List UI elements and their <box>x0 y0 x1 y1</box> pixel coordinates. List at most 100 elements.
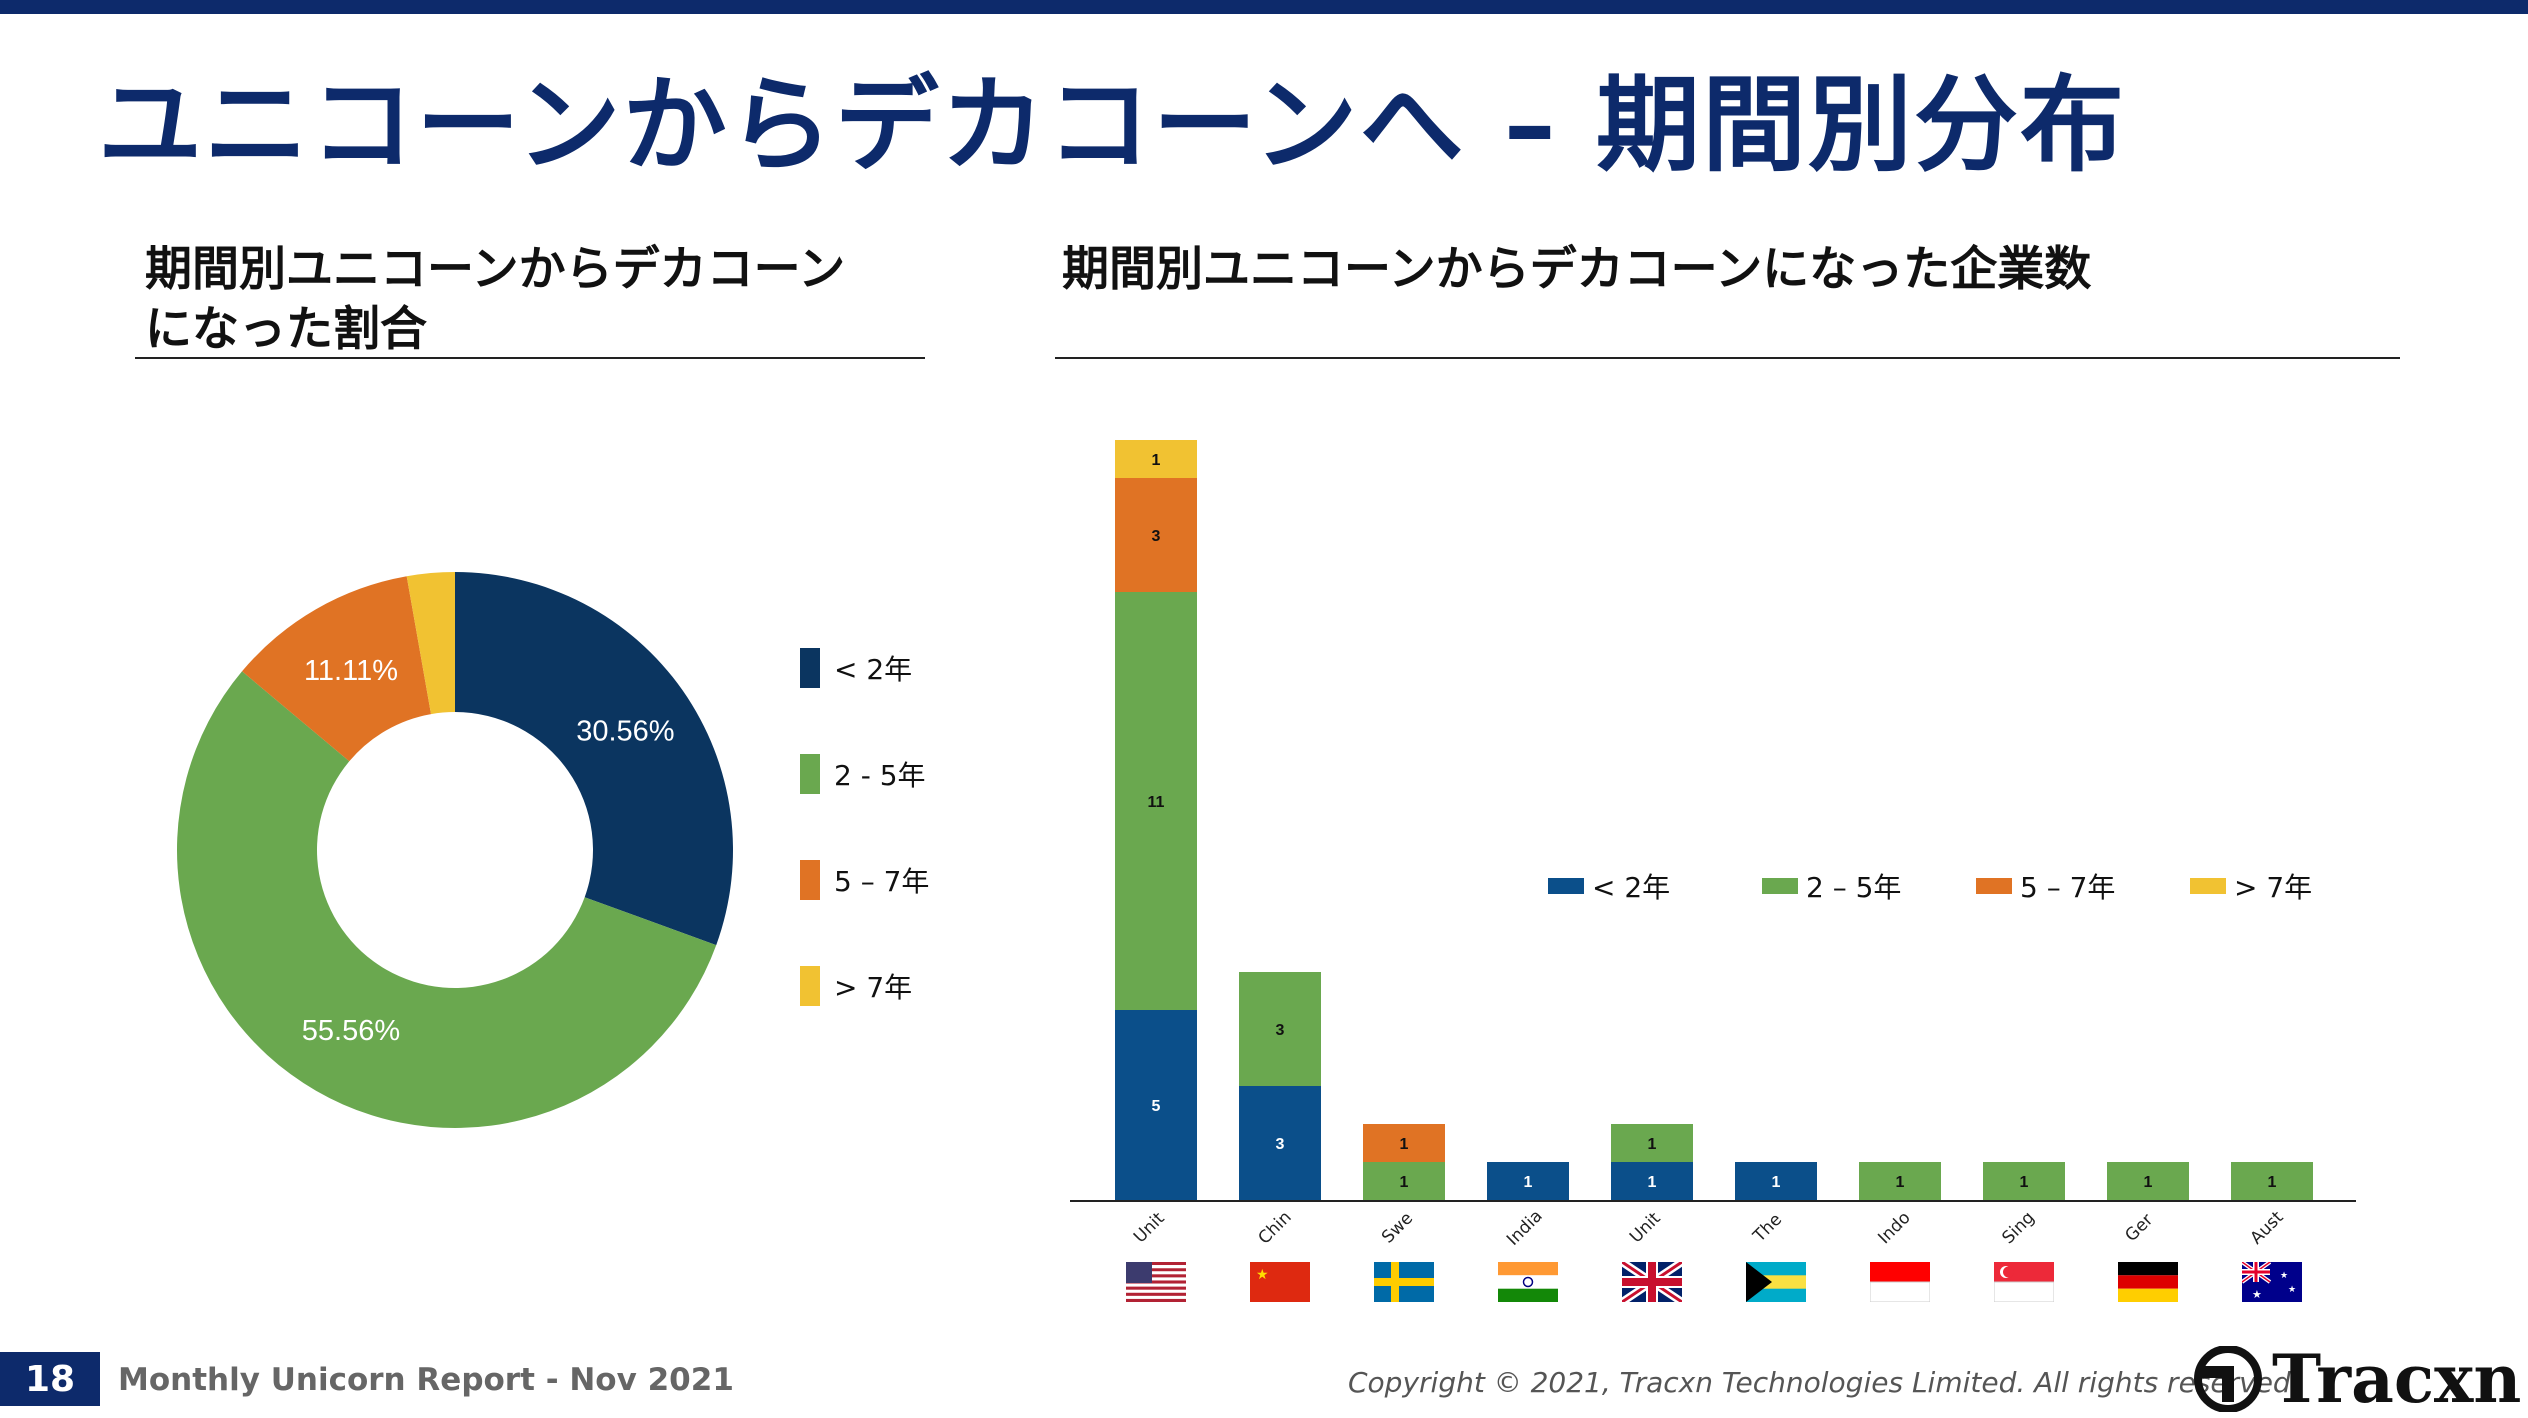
bar-segment <box>1115 440 1197 478</box>
bar-segment <box>1239 972 1321 1086</box>
bar-segment <box>2107 1162 2189 1200</box>
bar-chart-title: 期間別ユニコーンからデカコーンになった企業数 <box>1062 242 2092 297</box>
country-label: Unit <box>1129 1208 1169 1248</box>
legend-swatch <box>1762 878 1798 894</box>
legend-label: 2 – 5年 <box>1806 871 1902 904</box>
legend-label: 5 – 7年 <box>2020 871 2116 904</box>
page-number: 18 <box>0 1352 100 1406</box>
bar-legend-item: 5 – 7年 <box>1976 866 2115 906</box>
donut-slice <box>242 576 432 762</box>
donut-slice <box>455 572 733 946</box>
flag-gb-icon <box>1622 1262 1682 1302</box>
bar-segment <box>1115 1010 1197 1200</box>
pie-title-rule <box>135 357 925 359</box>
bar-data-label: 1 <box>1400 1174 1409 1191</box>
donut-data-label: 11.11% <box>304 655 398 687</box>
page-title: ユニコーンからデカコーンへ – 期間別分布 <box>98 64 2127 186</box>
bar-data-label: 1 <box>1400 1136 1409 1153</box>
legend-swatch <box>1548 878 1584 894</box>
flag-se-icon <box>1374 1262 1434 1302</box>
legend-label: 5 – 7年 <box>834 865 930 898</box>
svg-text:★: ★ <box>2288 1285 2296 1295</box>
bar-segment <box>1115 592 1197 1010</box>
tracxn-logo: Tracxn <box>2190 1340 2521 1418</box>
legend-label: > 7年 <box>2234 871 2313 904</box>
flag-de-icon <box>2118 1262 2178 1302</box>
country-label: Aust <box>2246 1207 2288 1249</box>
bar-segment <box>1363 1162 1445 1200</box>
bar-data-label: 3 <box>1276 1136 1285 1153</box>
country-label: Chin <box>1254 1207 1296 1249</box>
bar-data-label: 1 <box>2268 1174 2277 1191</box>
country-label: Indo <box>1874 1207 1915 1249</box>
bar-legend-item: < 2年 <box>1548 866 1670 906</box>
legend-label: < 2年 <box>834 653 913 686</box>
flag-sg-icon <box>1994 1262 2054 1302</box>
country-label: Unit <box>1625 1208 1665 1248</box>
bar-data-label: 3 <box>1152 528 1161 545</box>
bar-data-label: 1 <box>1648 1174 1657 1191</box>
flag-cn-icon: ★ <box>1250 1262 1310 1302</box>
bar-segment <box>1363 1124 1445 1162</box>
pie-chart-title: 期間別ユニコーンからデカコーン になった割合 <box>145 242 846 357</box>
legend-label: < 2年 <box>1592 871 1671 904</box>
bar-segment <box>1115 478 1197 592</box>
bar-data-label: 5 <box>1152 1098 1161 1115</box>
country-label: Sing <box>1998 1207 2039 1249</box>
legend-swatch <box>800 648 820 688</box>
legend-swatch <box>800 754 820 794</box>
svg-text:★: ★ <box>2280 1271 2288 1281</box>
legend-swatch <box>2190 878 2226 894</box>
legend-swatch <box>800 966 820 1006</box>
bar-segment <box>1611 1162 1693 1200</box>
flag-id-icon <box>1870 1262 1930 1302</box>
pie-legend-item: > 7年 <box>800 966 912 1006</box>
country-label: The <box>1749 1209 1787 1247</box>
svg-text:★: ★ <box>2252 1288 2262 1301</box>
bar-data-label: 3 <box>1276 1022 1285 1039</box>
bar-segment <box>1735 1162 1817 1200</box>
legend-label: 2 - 5年 <box>834 759 926 792</box>
country-label: India <box>1503 1206 1547 1250</box>
bar-title-rule <box>1055 357 2400 359</box>
bar-segment <box>1983 1162 2065 1200</box>
flag-bs-icon <box>1746 1262 1806 1302</box>
bar-legend-item: 2 – 5年 <box>1762 866 1901 906</box>
legend-label: > 7年 <box>834 971 913 1004</box>
bar-segment <box>2231 1162 2313 1200</box>
bar-data-label: 1 <box>1524 1174 1533 1191</box>
donut-data-label: 55.56% <box>302 1015 400 1047</box>
donut-data-label: 30.56% <box>576 716 674 748</box>
copyright: Copyright © 2021, Tracxn Technologies Li… <box>1348 1366 2300 1399</box>
pie-legend-item: < 2年 <box>800 648 912 688</box>
flag-in-icon <box>1498 1262 1558 1302</box>
bar-data-label: 1 <box>2020 1174 2029 1191</box>
country-label: Swe <box>1378 1208 1418 1248</box>
donut-chart: 30.56% 55.56% 11.11% <box>177 572 733 1128</box>
legend-swatch <box>800 860 820 900</box>
donut-slice <box>406 572 455 715</box>
bar-data-label: 1 <box>2144 1174 2153 1191</box>
bar-segment <box>1611 1124 1693 1162</box>
legend-swatch <box>1976 878 2012 894</box>
bar-data-label: 11 <box>1148 794 1165 811</box>
bar-data-label: 1 <box>1772 1174 1781 1191</box>
flag-us-icon <box>1126 1262 1186 1302</box>
tracxn-logo-icon <box>2194 1346 2262 1412</box>
logo-text: Tracxn <box>2272 1340 2522 1418</box>
flag-au-icon: ★ ★ ★ <box>2242 1262 2302 1302</box>
bar-segment <box>1487 1162 1569 1200</box>
top-accent-bar <box>0 0 2528 14</box>
svg-text:★: ★ <box>1256 1267 1269 1283</box>
bar-data-label: 1 <box>1896 1174 1905 1191</box>
bar-legend-item: > 7年 <box>2190 866 2312 906</box>
bar-segment <box>1239 1086 1321 1200</box>
bar-segment <box>1859 1162 1941 1200</box>
country-label: Ger <box>2121 1210 2158 1246</box>
bar-data-label: 1 <box>1152 452 1161 469</box>
report-name: Monthly Unicorn Report - Nov 2021 <box>118 1362 734 1398</box>
bar-data-label: 1 <box>1648 1136 1657 1153</box>
donut-slice <box>177 671 717 1128</box>
pie-legend-item: 2 - 5年 <box>800 754 926 794</box>
